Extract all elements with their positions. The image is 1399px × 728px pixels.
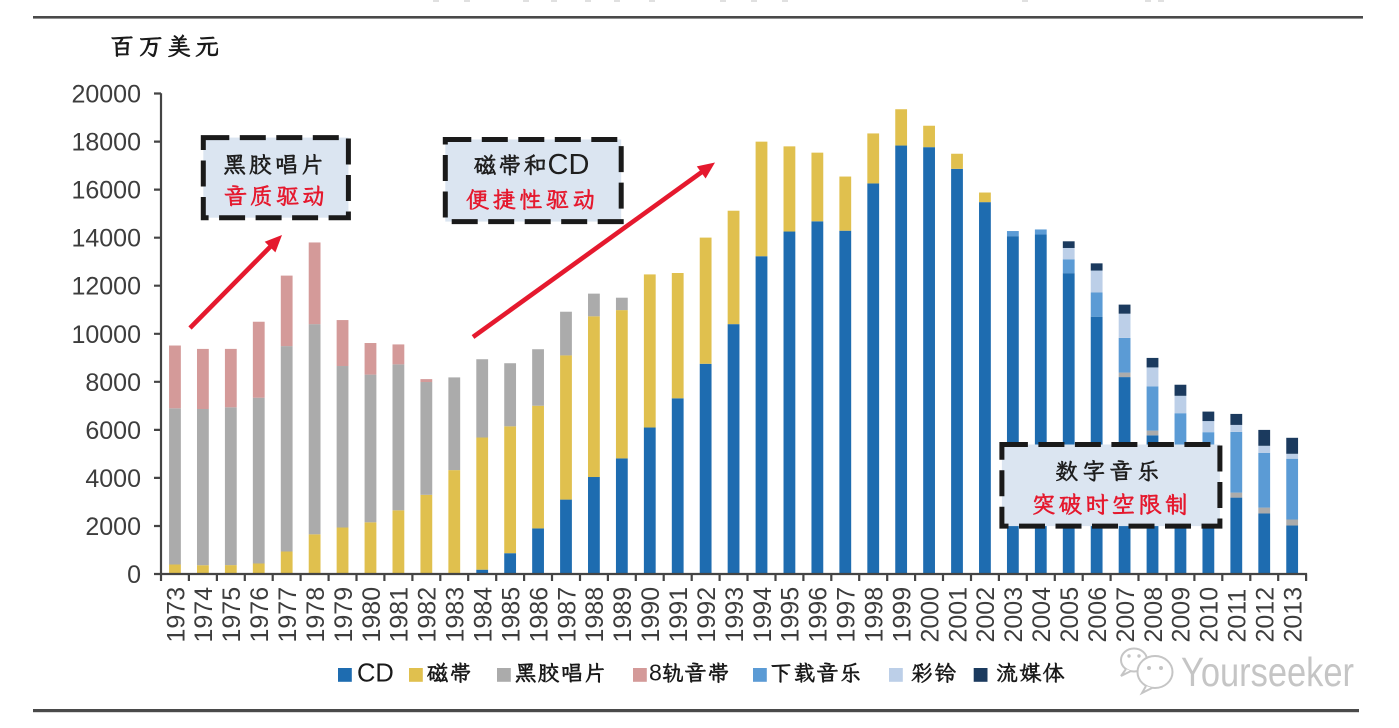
svg-text:20000: 20000	[71, 81, 141, 109]
svg-text:1999: 1999	[888, 587, 916, 643]
svg-text:1976: 1976	[246, 587, 274, 643]
svg-text:2011: 2011	[1224, 589, 1252, 643]
svg-text:2000: 2000	[85, 513, 141, 541]
svg-text:2009: 2009	[1168, 587, 1196, 643]
svg-text:1998: 1998	[861, 587, 889, 643]
svg-text:2002: 2002	[972, 587, 1000, 643]
svg-text:1973: 1973	[162, 587, 190, 643]
svg-text:2013: 2013	[1280, 587, 1308, 643]
svg-text:1987: 1987	[553, 587, 581, 643]
svg-text:1980: 1980	[358, 587, 386, 643]
svg-text:2003: 2003	[1000, 587, 1028, 643]
svg-text:1989: 1989	[609, 587, 637, 643]
svg-text:0: 0	[127, 561, 141, 589]
svg-text:8: 8	[649, 660, 662, 686]
svg-text:6000: 6000	[85, 417, 141, 445]
svg-text:1982: 1982	[414, 587, 442, 643]
svg-text:1995: 1995	[777, 587, 805, 643]
svg-text:1994: 1994	[749, 587, 777, 643]
svg-text:1997: 1997	[833, 587, 861, 643]
svg-text:2007: 2007	[1112, 587, 1140, 643]
svg-text:2000: 2000	[916, 587, 944, 643]
svg-text:1978: 1978	[302, 587, 330, 643]
svg-text:CD: CD	[357, 660, 394, 688]
svg-text:16000: 16000	[71, 177, 141, 205]
svg-text:1974: 1974	[190, 587, 218, 643]
svg-text:2006: 2006	[1084, 587, 1112, 643]
svg-text:1986: 1986	[525, 587, 553, 643]
svg-text:4000: 4000	[85, 465, 141, 493]
svg-text:Yourseeker: Yourseeker	[1181, 649, 1354, 695]
svg-text:1984: 1984	[470, 587, 498, 643]
svg-text:1979: 1979	[330, 587, 358, 643]
svg-text:2012: 2012	[1252, 587, 1280, 643]
svg-text:14000: 14000	[71, 225, 141, 253]
svg-text:2004: 2004	[1028, 587, 1056, 643]
svg-text:2008: 2008	[1140, 587, 1168, 643]
svg-text:2001: 2001	[944, 587, 972, 643]
svg-text:18000: 18000	[71, 129, 141, 157]
svg-text:1993: 1993	[721, 587, 749, 643]
svg-text:1988: 1988	[581, 587, 609, 643]
svg-text:1990: 1990	[637, 587, 665, 643]
svg-text:CD: CD	[548, 149, 590, 181]
svg-text:1996: 1996	[805, 587, 833, 643]
svg-text:1992: 1992	[693, 587, 721, 643]
svg-text:2005: 2005	[1056, 587, 1084, 643]
svg-text:10000: 10000	[71, 321, 141, 349]
svg-text:1975: 1975	[218, 587, 246, 643]
svg-text:8000: 8000	[85, 369, 141, 397]
svg-text:1983: 1983	[442, 587, 470, 643]
svg-text:12000: 12000	[71, 273, 141, 301]
svg-text:1991: 1991	[665, 587, 693, 643]
svg-text:1981: 1981	[386, 587, 414, 643]
svg-text:1977: 1977	[274, 587, 302, 643]
svg-text:2010: 2010	[1196, 587, 1224, 643]
svg-text:1985: 1985	[497, 587, 525, 643]
